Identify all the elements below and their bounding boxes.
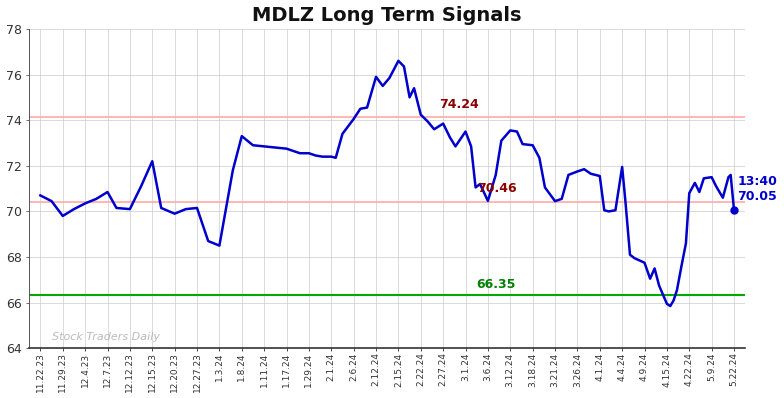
Text: Stock Traders Daily: Stock Traders Daily [52,332,160,342]
Text: 13:40
70.05: 13:40 70.05 [738,175,777,203]
Text: 66.35: 66.35 [477,278,516,291]
Text: 70.46: 70.46 [477,182,517,195]
Title: MDLZ Long Term Signals: MDLZ Long Term Signals [252,6,522,25]
Text: 74.24: 74.24 [439,98,478,111]
